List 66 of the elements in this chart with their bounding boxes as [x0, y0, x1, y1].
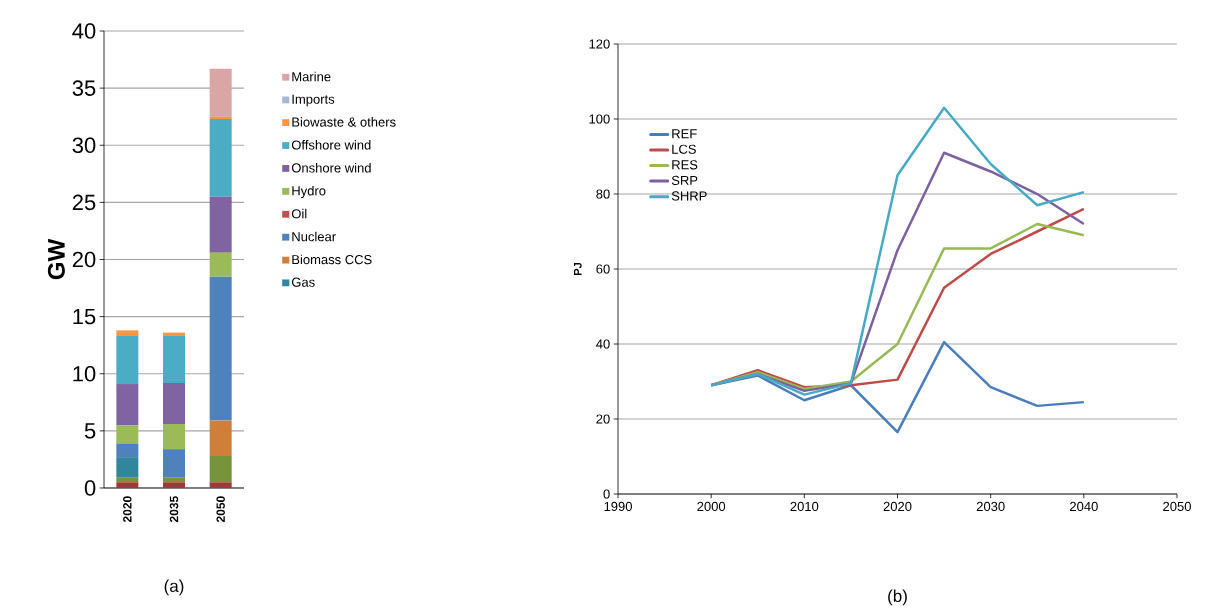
text: (a) [164, 579, 184, 596]
bar [163, 424, 185, 450]
bar [163, 382, 185, 425]
bar [116, 336, 139, 385]
x-tick-label: 2050 [1163, 501, 1191, 511]
x-tick-label: 2020 [883, 501, 912, 511]
y-tick-label: 20 [596, 414, 610, 424]
bar [116, 425, 139, 444]
bar [163, 336, 185, 383]
legend-label: REF [672, 129, 697, 139]
x-tick-label: 2000 [697, 501, 726, 511]
x-tick-label: 1990 [604, 501, 632, 511]
x-tick-label: 2030 [976, 501, 1005, 511]
bar [209, 276, 232, 421]
x-tick-label: 2035 [169, 496, 179, 523]
y-tick-label: 120 [589, 39, 610, 49]
legend-label: Biomass CCS [292, 254, 372, 265]
legend-label: SHRP [671, 191, 707, 201]
bar [209, 252, 232, 277]
y-tick-label: 25 [72, 194, 96, 211]
y-tick-label: 15 [73, 308, 96, 325]
legend-label: Marine [292, 71, 331, 82]
y-tick-label: 80 [596, 189, 610, 199]
x-tick-label: 2040 [1070, 501, 1098, 511]
bar [209, 456, 232, 483]
x-tick-label: 2050 [216, 496, 225, 523]
y-tick-label: 20 [72, 251, 96, 268]
legend-label: Oil [291, 208, 307, 219]
bar [209, 482, 232, 488]
x-tick-label: 2020 [123, 496, 132, 523]
y-tick-label: 35 [72, 80, 96, 96]
y-tick-label: 10 [73, 365, 96, 382]
legend-label: Hydro [292, 185, 326, 199]
bar [209, 420, 232, 457]
bar [163, 449, 185, 478]
line-series [709, 106, 1086, 396]
y-tick-label: 40 [72, 23, 96, 39]
legend-label: Offshore wind [291, 140, 371, 150]
legend-label: Gas [291, 277, 315, 287]
text: (b) [888, 589, 907, 606]
x-tick-label: 2010 [790, 501, 819, 511]
y-axis-title: PJ [573, 263, 582, 275]
y-tick-label: 60 [596, 264, 610, 274]
y-tick-label: 0 [603, 489, 610, 499]
bar [116, 443, 139, 458]
y-axis-title: GW [47, 238, 65, 280]
legend-label: LCS [672, 144, 696, 154]
y-tick-label: 5 [84, 423, 96, 439]
legend-label: Onshore wind [291, 162, 371, 173]
bar [163, 482, 185, 488]
legend-label: RES [672, 160, 698, 170]
legend-label: Biowaste & others [292, 117, 396, 127]
bar [116, 457, 139, 478]
bar [209, 196, 232, 253]
y-tick-label: 100 [589, 114, 610, 124]
bar [116, 482, 139, 488]
legend-label: SRP [671, 175, 698, 185]
legend-label: Imports [292, 94, 335, 107]
bar [209, 118, 232, 197]
bar [116, 330, 139, 337]
y-tick-label: 30 [72, 137, 96, 154]
y-tick-label: 40 [596, 339, 610, 349]
bar [116, 384, 139, 426]
y-tick-label: 0 [84, 480, 96, 496]
bar [209, 68, 232, 117]
legend-label: Nuclear [292, 231, 336, 242]
